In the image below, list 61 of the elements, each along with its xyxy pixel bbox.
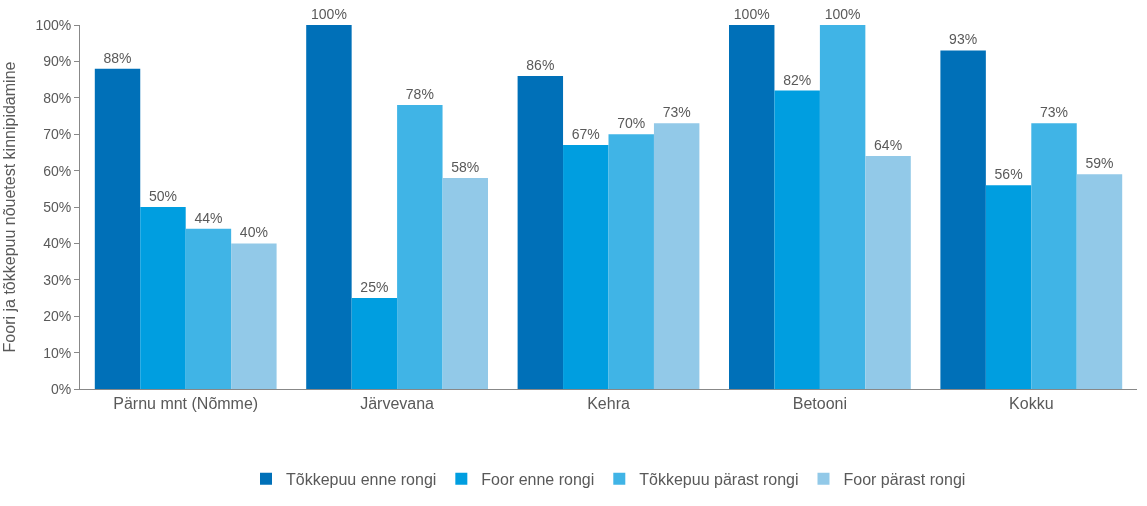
data-label: 58%	[451, 158, 480, 175]
data-label: 64%	[874, 137, 903, 154]
y-tick-label: 100%	[35, 16, 72, 33]
data-label: 82%	[783, 71, 812, 88]
x-tick-label: Betooni	[792, 395, 848, 413]
data-label: 25%	[360, 279, 389, 295]
data-label: 73%	[662, 104, 691, 121]
y-tick-label: 70%	[43, 126, 72, 143]
bar	[140, 207, 186, 389]
bar	[985, 185, 1032, 389]
y-tick-label: 60%	[43, 162, 72, 179]
data-label: 73%	[1040, 104, 1069, 121]
bar	[729, 25, 775, 389]
y-tick-label: 10%	[43, 344, 72, 361]
x-tick-label: Pärnu mnt (Nõmme)	[113, 395, 259, 413]
bar	[1031, 123, 1077, 389]
y-tick-label: 80%	[43, 89, 72, 106]
bar	[517, 75, 564, 389]
bar	[185, 228, 232, 389]
y-tick-label: 50%	[43, 198, 72, 215]
bar	[397, 105, 443, 389]
data-label: 100%	[311, 6, 347, 22]
y-axis-title: Foori ja tõkkepuu nõuetest kinnipidamine	[1, 61, 19, 353]
y-tick-label: 0%	[50, 380, 72, 397]
bar	[351, 298, 398, 389]
bar	[653, 123, 700, 389]
data-label: 50%	[148, 188, 177, 204]
bar	[231, 243, 277, 389]
legend-label: Foor pärast rongi	[843, 470, 966, 488]
data-label: 100%	[733, 6, 770, 22]
y-tick-label: 30%	[43, 271, 72, 288]
data-label: 88%	[103, 49, 132, 66]
data-label: 93%	[949, 31, 978, 48]
x-tick-label: Kehra	[587, 395, 630, 413]
bar	[819, 25, 866, 389]
bar	[306, 25, 352, 389]
bar	[940, 50, 986, 389]
x-tick-label: Kokku	[1009, 395, 1054, 413]
legend-label: Tõkkepuu pärast rongi	[639, 470, 799, 488]
legend-label: Tõkkepuu enne rongi	[286, 470, 437, 488]
data-label: 59%	[1085, 155, 1114, 172]
x-tick-label: Järvevana	[360, 395, 435, 413]
bar	[774, 90, 820, 389]
bar	[1076, 174, 1123, 389]
data-label: 86%	[526, 56, 555, 73]
bar	[608, 134, 654, 389]
bar	[865, 156, 911, 389]
data-label: 100%	[824, 6, 861, 22]
data-label: 40%	[239, 224, 268, 241]
data-label: 56%	[994, 166, 1023, 183]
legend-label: Foor enne rongi	[481, 470, 595, 488]
y-tick-label: 90%	[43, 53, 72, 70]
y-tick-label: 40%	[43, 235, 72, 252]
bar	[563, 145, 609, 389]
data-label: 78%	[405, 86, 434, 103]
data-label: 67%	[571, 126, 600, 143]
y-tick-label: 20%	[43, 308, 72, 325]
bar	[442, 177, 488, 389]
data-label: 70%	[617, 115, 646, 132]
data-label: 44%	[194, 209, 223, 226]
bar	[94, 68, 141, 389]
